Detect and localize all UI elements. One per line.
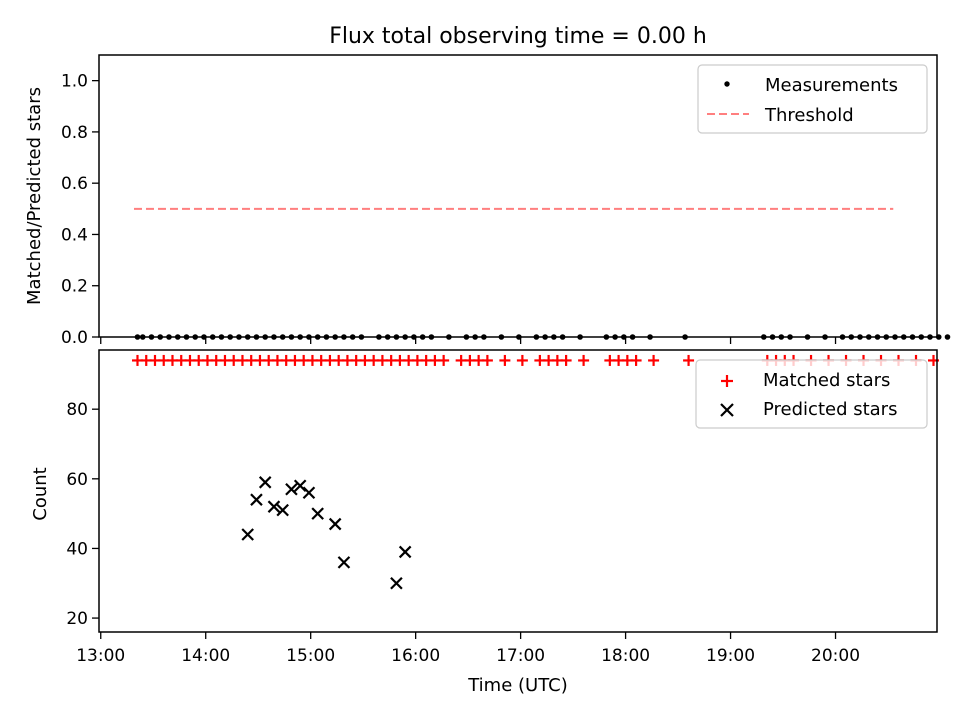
top-y-tick-label: 0.0 [61, 328, 88, 348]
predicted-star-point [250, 493, 263, 506]
measurements-legend-marker [724, 81, 730, 87]
predicted-star-point [398, 545, 412, 559]
top-y-tick-label: 0.8 [61, 123, 88, 143]
top-panel: 0.0 0.2 0.4 0.6 0.8 1.0 Matched/Predicted sta… [24, 54, 951, 348]
bottom-y-tick-label: 20 [66, 609, 88, 629]
matched-star-point [578, 354, 590, 366]
predicted-star-point [302, 486, 316, 500]
predicted-star-point [328, 517, 342, 531]
measurements-legend-label: Measurements [765, 75, 898, 96]
top-y-tick-label: 0.2 [61, 277, 88, 297]
bottom-y-tick-label: 60 [66, 470, 88, 490]
x-tick-label: 14:00 [181, 646, 230, 666]
predicted-stars-legend-label: Predicted stars [763, 399, 897, 420]
threshold-legend-label: Threshold [764, 105, 854, 126]
matched-star-point [481, 354, 493, 366]
x-tick-label: 16:00 [391, 646, 440, 666]
predicted-star-point [258, 476, 272, 489]
matched-star-point [516, 354, 528, 366]
x-tick-label: 20:00 [811, 646, 860, 666]
top-legend-box [697, 64, 928, 134]
bottom-y-tick-label: 80 [66, 400, 88, 420]
x-tick-label: 15:00 [286, 646, 335, 666]
top-y-tick-label: 1.0 [61, 72, 88, 92]
matched-stars-legend-label: Matched stars [763, 370, 890, 391]
matched-star-point [630, 354, 642, 366]
predicted-star-point [390, 576, 403, 590]
top-plot-frame [98, 54, 938, 338]
top-y-tick-label: 0.4 [61, 225, 88, 245]
bottom-y-axis-label: Count [30, 467, 51, 520]
top-tick-marks: 0.0 0.2 0.4 0.6 0.8 1.0 [61, 72, 837, 348]
predicted-star-point [293, 479, 307, 493]
matched-star-point [438, 354, 450, 366]
x-tick-label: 13:00 [76, 646, 125, 666]
predicted-star-point [337, 556, 351, 569]
bottom-tick-marks: 20 40 60 80 13:00 14:00 15:00 16:00 17:00 18:00 19… [66, 400, 860, 666]
chart-title: Flux total observing time = 0.00 h [329, 24, 707, 49]
top-plot-marks [133, 207, 951, 340]
bottom-legend-box [695, 359, 928, 429]
bottom-legend: Matched stars Predicted stars [695, 359, 928, 429]
top-y-tick-label: 0.6 [61, 174, 88, 194]
matched-star-point [648, 354, 660, 366]
matched-star-point [499, 354, 511, 366]
bottom-y-tick-label: 40 [66, 539, 88, 559]
x-axis-label: Time (UTC) [467, 675, 568, 696]
matched-stars-legend-marker [721, 375, 733, 387]
predicted-star-point [285, 482, 298, 496]
predicted-star-point [311, 507, 324, 520]
x-tick-label: 18:00 [601, 646, 650, 666]
predicted-star-point [267, 500, 281, 513]
predicted-stars-legend-marker [720, 403, 734, 417]
bottom-plot-frame [98, 349, 938, 633]
matched-star-point [560, 354, 572, 366]
predicted-star-point [241, 528, 254, 541]
top-y-axis-label: Matched/Predicted stars [24, 87, 45, 305]
x-tick-label: 17:00 [496, 646, 545, 666]
top-legend: Measurements Threshold [697, 64, 928, 134]
predicted-star-point [276, 503, 289, 517]
matched-star-point [683, 354, 695, 366]
x-tick-label: 19:00 [706, 646, 755, 666]
measurement-point [944, 334, 951, 340]
bottom-panel: 20 40 60 80 13:00 14:00 15:00 16:00 17:00 18:00 19… [30, 349, 940, 696]
